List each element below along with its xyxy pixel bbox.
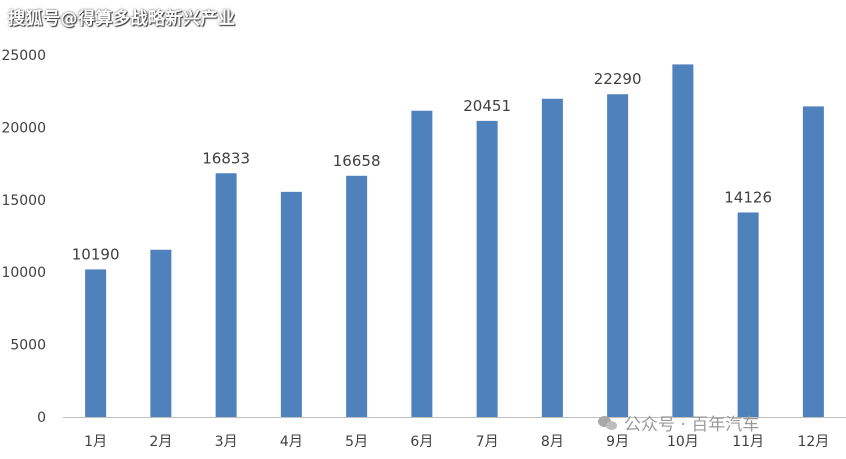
bar (85, 269, 107, 417)
x-tick-label: 2月 (149, 434, 172, 450)
x-tick-label: 11月 (732, 434, 764, 450)
y-tick-label: 15000 (1, 193, 46, 209)
top-watermark: 搜狐号@得算多战略新兴产业 (8, 9, 236, 29)
x-tick-label: 12月 (797, 434, 829, 450)
x-tick-label: 10月 (667, 434, 699, 450)
data-label: 16658 (333, 152, 381, 170)
data-label: 20451 (463, 97, 511, 115)
x-tick-label: 7月 (476, 434, 499, 450)
x-tick-label: 1月 (84, 434, 107, 450)
bottom-watermark-text: 公众号 · 百年汽车 (624, 415, 760, 435)
data-label: 16833 (202, 149, 250, 167)
bar (802, 106, 824, 418)
bar (672, 64, 694, 418)
y-tick-label: 25000 (1, 48, 46, 64)
data-label: 10190 (72, 245, 120, 263)
y-tick-label: 10000 (1, 265, 46, 281)
wechat-icon (598, 415, 618, 431)
bar (541, 98, 563, 417)
x-tick-label: 8月 (541, 434, 564, 450)
bar (476, 120, 498, 418)
x-tick-label: 5月 (345, 434, 368, 450)
bar (607, 94, 629, 418)
data-label: 22290 (594, 70, 642, 88)
bar (411, 110, 433, 418)
x-tick-label: 9月 (606, 434, 629, 450)
x-tick-label: 3月 (215, 434, 238, 450)
bar (280, 191, 302, 417)
bar (215, 173, 237, 417)
bar (737, 212, 759, 417)
y-tick-label: 5000 (10, 338, 46, 354)
bar (346, 175, 368, 417)
x-tick-label: 4月 (280, 434, 303, 450)
data-label: 14126 (724, 188, 772, 206)
y-tick-label: 0 (37, 410, 46, 426)
y-tick-label: 20000 (1, 120, 46, 136)
x-tick-label: 6月 (410, 434, 433, 450)
bottom-watermark: 公众号 · 百年汽车 (598, 410, 759, 435)
bar (150, 249, 172, 417)
